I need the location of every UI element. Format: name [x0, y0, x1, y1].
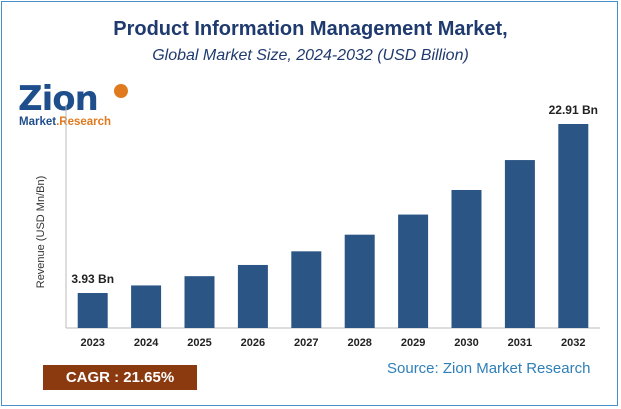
data-label-2032: 22.91 Bn — [549, 103, 598, 117]
x-tick-label-2032: 2032 — [561, 337, 585, 349]
bar-2028 — [344, 234, 375, 328]
bar-2024 — [131, 285, 162, 328]
x-tick-label-2027: 2027 — [294, 337, 318, 349]
bar-2032 — [558, 124, 589, 328]
logo-tagline-right: .Research — [56, 116, 112, 128]
x-tick-label-2026: 2026 — [241, 337, 265, 349]
x-tick-label-2030: 2030 — [454, 337, 478, 349]
zion-logo: Zion Market.Research — [18, 82, 128, 134]
chart-title: Product Information Management Market, — [113, 18, 508, 40]
bar-2026 — [237, 264, 268, 328]
bar-2030 — [451, 189, 482, 328]
cagr-badge: CAGR : 21.65% — [43, 365, 197, 390]
logo-wordmark: Zion — [18, 79, 99, 119]
logo-tagline-left: Market — [19, 116, 57, 128]
bar-2023 — [77, 293, 108, 328]
logo-tagline: Market.Research — [19, 116, 111, 128]
x-tick-label-2025: 2025 — [187, 337, 211, 349]
source-note: Source: Zion Market Research — [387, 360, 591, 377]
bar-2025 — [184, 276, 215, 328]
x-tick-label-2023: 2023 — [80, 337, 104, 349]
x-tick-label-2028: 2028 — [347, 337, 371, 349]
x-tick-label-2031: 2031 — [508, 337, 532, 349]
bar-2029 — [398, 214, 429, 328]
bar-2027 — [291, 251, 322, 328]
bar-2031 — [504, 160, 535, 328]
x-tick-label-2029: 2029 — [401, 337, 425, 349]
chart-subtitle: Global Market Size, 2024-2032 (USD Billi… — [152, 47, 469, 64]
y-axis-label: Revenue (USD Mn/Bn) — [35, 176, 47, 289]
logo-dot-icon — [114, 84, 128, 98]
x-tick-label-2024: 2024 — [134, 337, 159, 349]
data-label-2023: 3.93 Bn — [71, 272, 114, 286]
